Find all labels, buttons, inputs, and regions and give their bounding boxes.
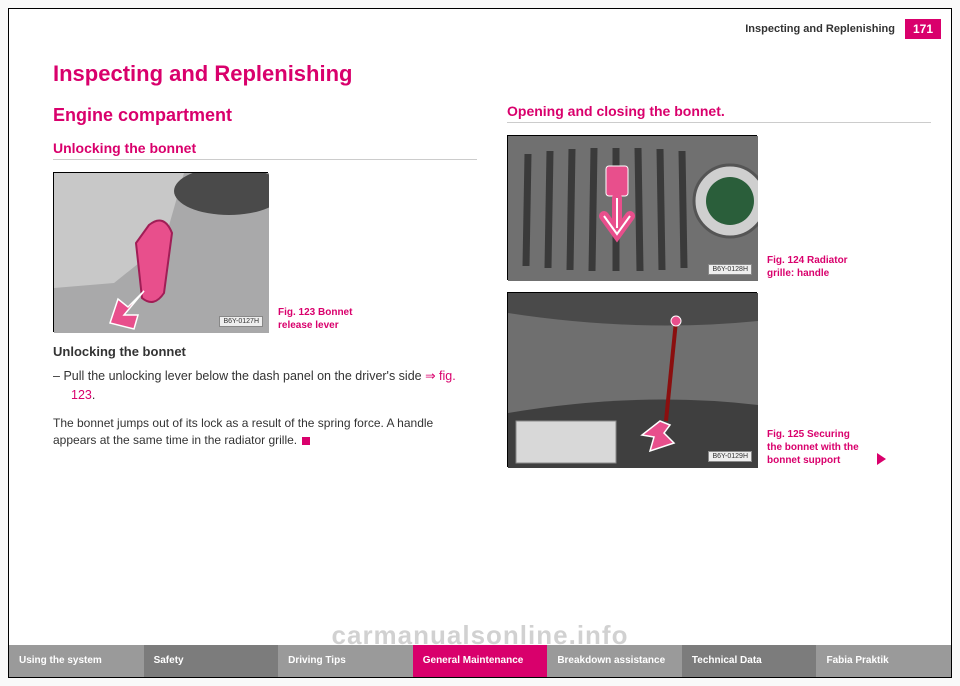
step-1-text: Pull the unlocking lever below the dash … (63, 369, 425, 383)
figure-123-caption: Fig. 123 Bonnet release lever (278, 306, 378, 332)
figure-125-wrap: B6Y-0129H Fig. 125 Securing the bonnet w… (507, 292, 931, 467)
section-title: Inspecting and Replenishing (745, 23, 895, 35)
continued-icon (877, 453, 886, 465)
figure-124-badge: B6Y-0128H (708, 264, 752, 275)
tab-safety[interactable]: Safety (144, 645, 279, 677)
figure-125-caption: Fig. 125 Securing the bonnet with the bo… (767, 428, 867, 467)
heading-opening-closing: Opening and closing the bonnet. (507, 103, 931, 123)
heading-unlocking-bonnet: Unlocking the bonnet (53, 140, 477, 160)
figure-125-badge: B6Y-0129H (708, 451, 752, 462)
page-title: Inspecting and Replenishing (53, 61, 477, 87)
figure-124-wrap: B6Y-0128H Fig. 124 Radiator grille: hand… (507, 135, 931, 280)
bonnet-support-illustration (508, 293, 758, 468)
figure-125: B6Y-0129H (507, 292, 757, 467)
figure-124: B6Y-0128H (507, 135, 757, 280)
bonnet-lever-illustration (54, 173, 269, 333)
content-area: Inspecting and Replenishing Engine compa… (53, 61, 931, 637)
tab-using-system[interactable]: Using the system (9, 645, 144, 677)
end-marker-icon (302, 437, 310, 445)
figure-123-wrap: B6Y-0127H Fig. 123 Bonnet release lever (53, 172, 477, 332)
tab-technical-data[interactable]: Technical Data (682, 645, 817, 677)
tab-general-maintenance[interactable]: General Maintenance (413, 645, 548, 677)
step-1-period: . (92, 388, 95, 402)
body-paragraph-text: The bonnet jumps out of its lock as a re… (53, 416, 433, 447)
body-paragraph: The bonnet jumps out of its lock as a re… (53, 415, 477, 450)
figure-123: B6Y-0127H (53, 172, 268, 332)
right-column: Opening and closing the bonnet. (507, 61, 931, 637)
subheading-unlocking: Unlocking the bonnet (53, 344, 477, 359)
page-number: 171 (905, 19, 941, 39)
heading-engine-compartment: Engine compartment (53, 105, 477, 126)
figure-123-badge: B6Y-0127H (219, 316, 263, 327)
step-1: Pull the unlocking lever below the dash … (53, 367, 477, 405)
radiator-grille-illustration (508, 136, 758, 281)
page-box: Inspecting and Replenishing 171 Inspecti… (8, 8, 952, 678)
spacer (507, 61, 931, 103)
footer-tabs: Using the system Safety Driving Tips Gen… (9, 645, 951, 677)
figure-124-caption: Fig. 124 Radiator grille: handle (767, 254, 867, 280)
header-bar: Inspecting and Replenishing 171 (745, 19, 941, 39)
tab-fabia-praktik[interactable]: Fabia Praktik (816, 645, 951, 677)
tab-breakdown[interactable]: Breakdown assist­ance (547, 645, 682, 677)
tab-driving-tips[interactable]: Driving Tips (278, 645, 413, 677)
left-column: Inspecting and Replenishing Engine compa… (53, 61, 477, 637)
